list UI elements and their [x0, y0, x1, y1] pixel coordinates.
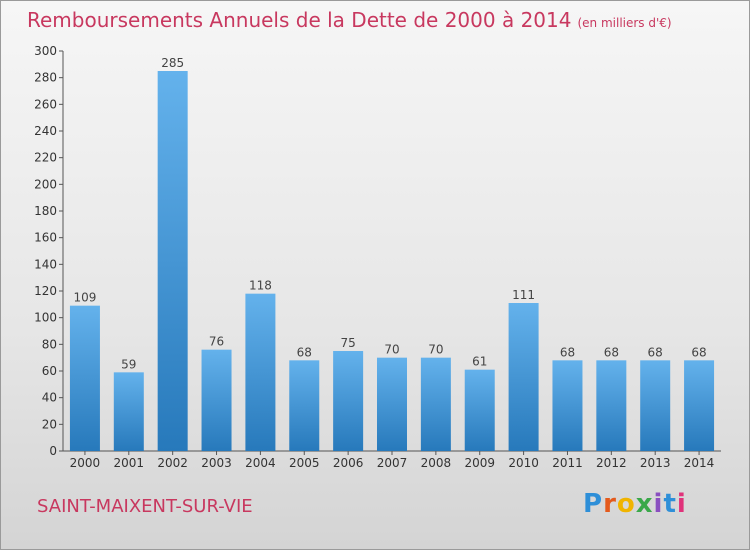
- y-tick-label: 220: [34, 151, 57, 165]
- x-tick-label: 2000: [70, 456, 101, 470]
- x-tick-label: 2010: [508, 456, 539, 470]
- x-tick-label: 2001: [114, 456, 145, 470]
- data-label: 68: [560, 345, 575, 359]
- data-label: 68: [297, 345, 312, 359]
- bar: [289, 360, 320, 451]
- x-tick-label: 2004: [245, 456, 276, 470]
- y-tick-label: 60: [42, 364, 57, 378]
- y-tick-label: 200: [34, 177, 57, 191]
- y-tick-label: 280: [34, 71, 57, 85]
- bar: [464, 369, 495, 451]
- data-label: 109: [73, 291, 96, 305]
- x-tick-label: 2007: [377, 456, 408, 470]
- y-tick-label: 40: [42, 391, 57, 405]
- bar: [377, 357, 407, 451]
- bar: [552, 360, 583, 451]
- bar: [201, 349, 232, 451]
- bar: [508, 303, 539, 451]
- bar: [69, 305, 100, 451]
- bars: 109 59 285 76 118 68 75 70 70 61 111 68 68 68 68: [69, 56, 715, 451]
- x-tick-label: 2009: [464, 456, 495, 470]
- chart-title-text: Remboursements Annuels de la Dette de 20…: [27, 8, 572, 32]
- x-tick-label: 2008: [421, 456, 452, 470]
- y-tick-label: 300: [34, 44, 57, 58]
- data-label: 68: [604, 345, 619, 359]
- y-tick-label: 0: [49, 444, 57, 458]
- data-label: 111: [512, 288, 535, 302]
- proxiti-logo: Proxiti: [583, 489, 687, 519]
- data-label: 68: [691, 345, 706, 359]
- y-tick-label: 240: [34, 124, 57, 138]
- bar: [333, 351, 364, 451]
- x-tick-label: 2014: [684, 456, 715, 470]
- data-label: 61: [472, 355, 487, 369]
- data-label: 59: [121, 357, 136, 371]
- x-tick-label: 2002: [157, 456, 188, 470]
- bar: [596, 360, 627, 451]
- data-label: 68: [648, 345, 663, 359]
- x-tick-label: 2006: [333, 456, 364, 470]
- x-tick-label: 2003: [201, 456, 232, 470]
- x-tick-label: 2013: [640, 456, 671, 470]
- y-tick-label: 120: [34, 284, 57, 298]
- data-label: 76: [209, 335, 224, 349]
- data-label: 75: [340, 336, 355, 350]
- bar: [420, 357, 451, 451]
- bar: [684, 360, 715, 451]
- data-label: 285: [161, 56, 184, 70]
- bar: [157, 71, 188, 451]
- bar: [640, 360, 671, 451]
- x-tick-label: 2011: [552, 456, 583, 470]
- x-tick-label: 2012: [596, 456, 627, 470]
- bar: [245, 293, 276, 451]
- chart-unit: (en milliers d'€): [577, 16, 672, 30]
- data-label: 70: [428, 343, 443, 357]
- x-tick-label: 2005: [289, 456, 320, 470]
- y-tick-label: 20: [42, 417, 57, 431]
- y-tick-label: 160: [34, 231, 57, 245]
- town-name: SAINT-MAIXENT-SUR-VIE: [37, 496, 253, 517]
- y-tick-label: 100: [34, 311, 57, 325]
- data-label: 118: [249, 279, 272, 293]
- chart-title: Remboursements Annuels de la Dette de 20…: [27, 8, 672, 32]
- y-tick-label: 260: [34, 97, 57, 111]
- bar: [113, 372, 144, 451]
- data-label: 70: [384, 343, 399, 357]
- y-tick-label: 140: [34, 257, 57, 271]
- y-tick-label: 80: [42, 337, 57, 351]
- y-tick-label: 180: [34, 204, 57, 218]
- axes: 0 20 40 60 80 100 120 140 160 180 200 220 240 260 280 3…: [34, 44, 721, 470]
